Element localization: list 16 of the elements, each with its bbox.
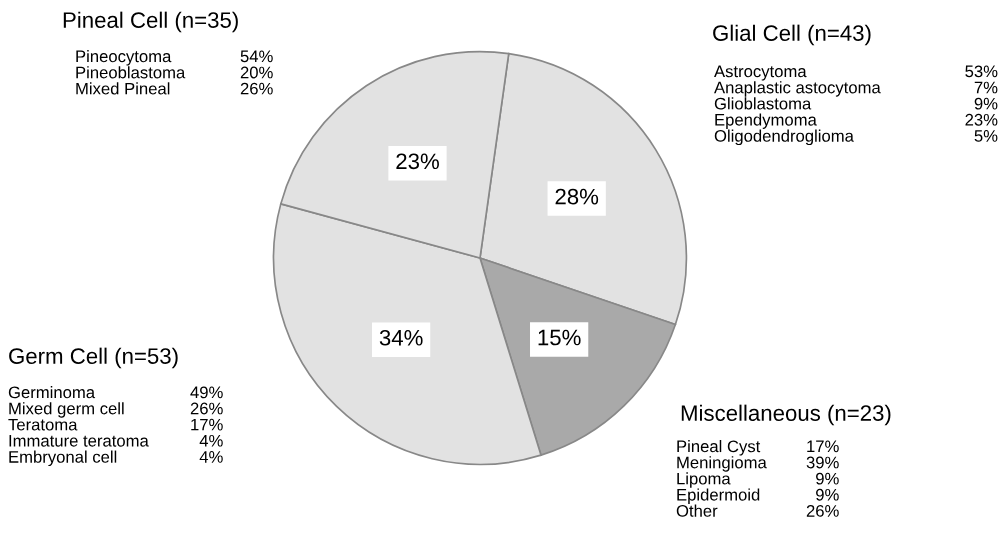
- slice-label: Pineal Cell (n=35): [63, 11, 238, 33]
- data-label: 28%: [555, 188, 599, 205]
- text: Pineocytoma Pineoblastoma Mixed Pineal: [76, 50, 186, 95]
- slice-label: Miscellaneous (n=23): [681, 404, 891, 426]
- text: Germinoma Mixed germ cell Teratoma Immature teratoma Embryonal cell: [8, 386, 149, 467]
- data-label: 34%: [379, 329, 423, 346]
- text: 54% 20% 26%: [240, 50, 273, 95]
- text: 17% 39% 9% 9% 26%: [806, 440, 839, 517]
- slice-label: Germ Cell (n=53): [9, 347, 178, 369]
- text: 49% 26% 17% 4% 4%: [190, 386, 223, 463]
- text: Astrocytoma Anaplastic astocytoma Glioblastoma Ependymoma Oligodendroglioma: [714, 65, 881, 146]
- data-label: 23%: [396, 153, 439, 170]
- slice-label: Glial Cell (n=43): [713, 24, 871, 46]
- data-label: 15%: [538, 329, 581, 346]
- text: Pineal Cyst Meningioma Lipoma Epidermoid Other: [676, 440, 767, 517]
- text: 53% 7% 9% 23% 5%: [965, 65, 998, 142]
